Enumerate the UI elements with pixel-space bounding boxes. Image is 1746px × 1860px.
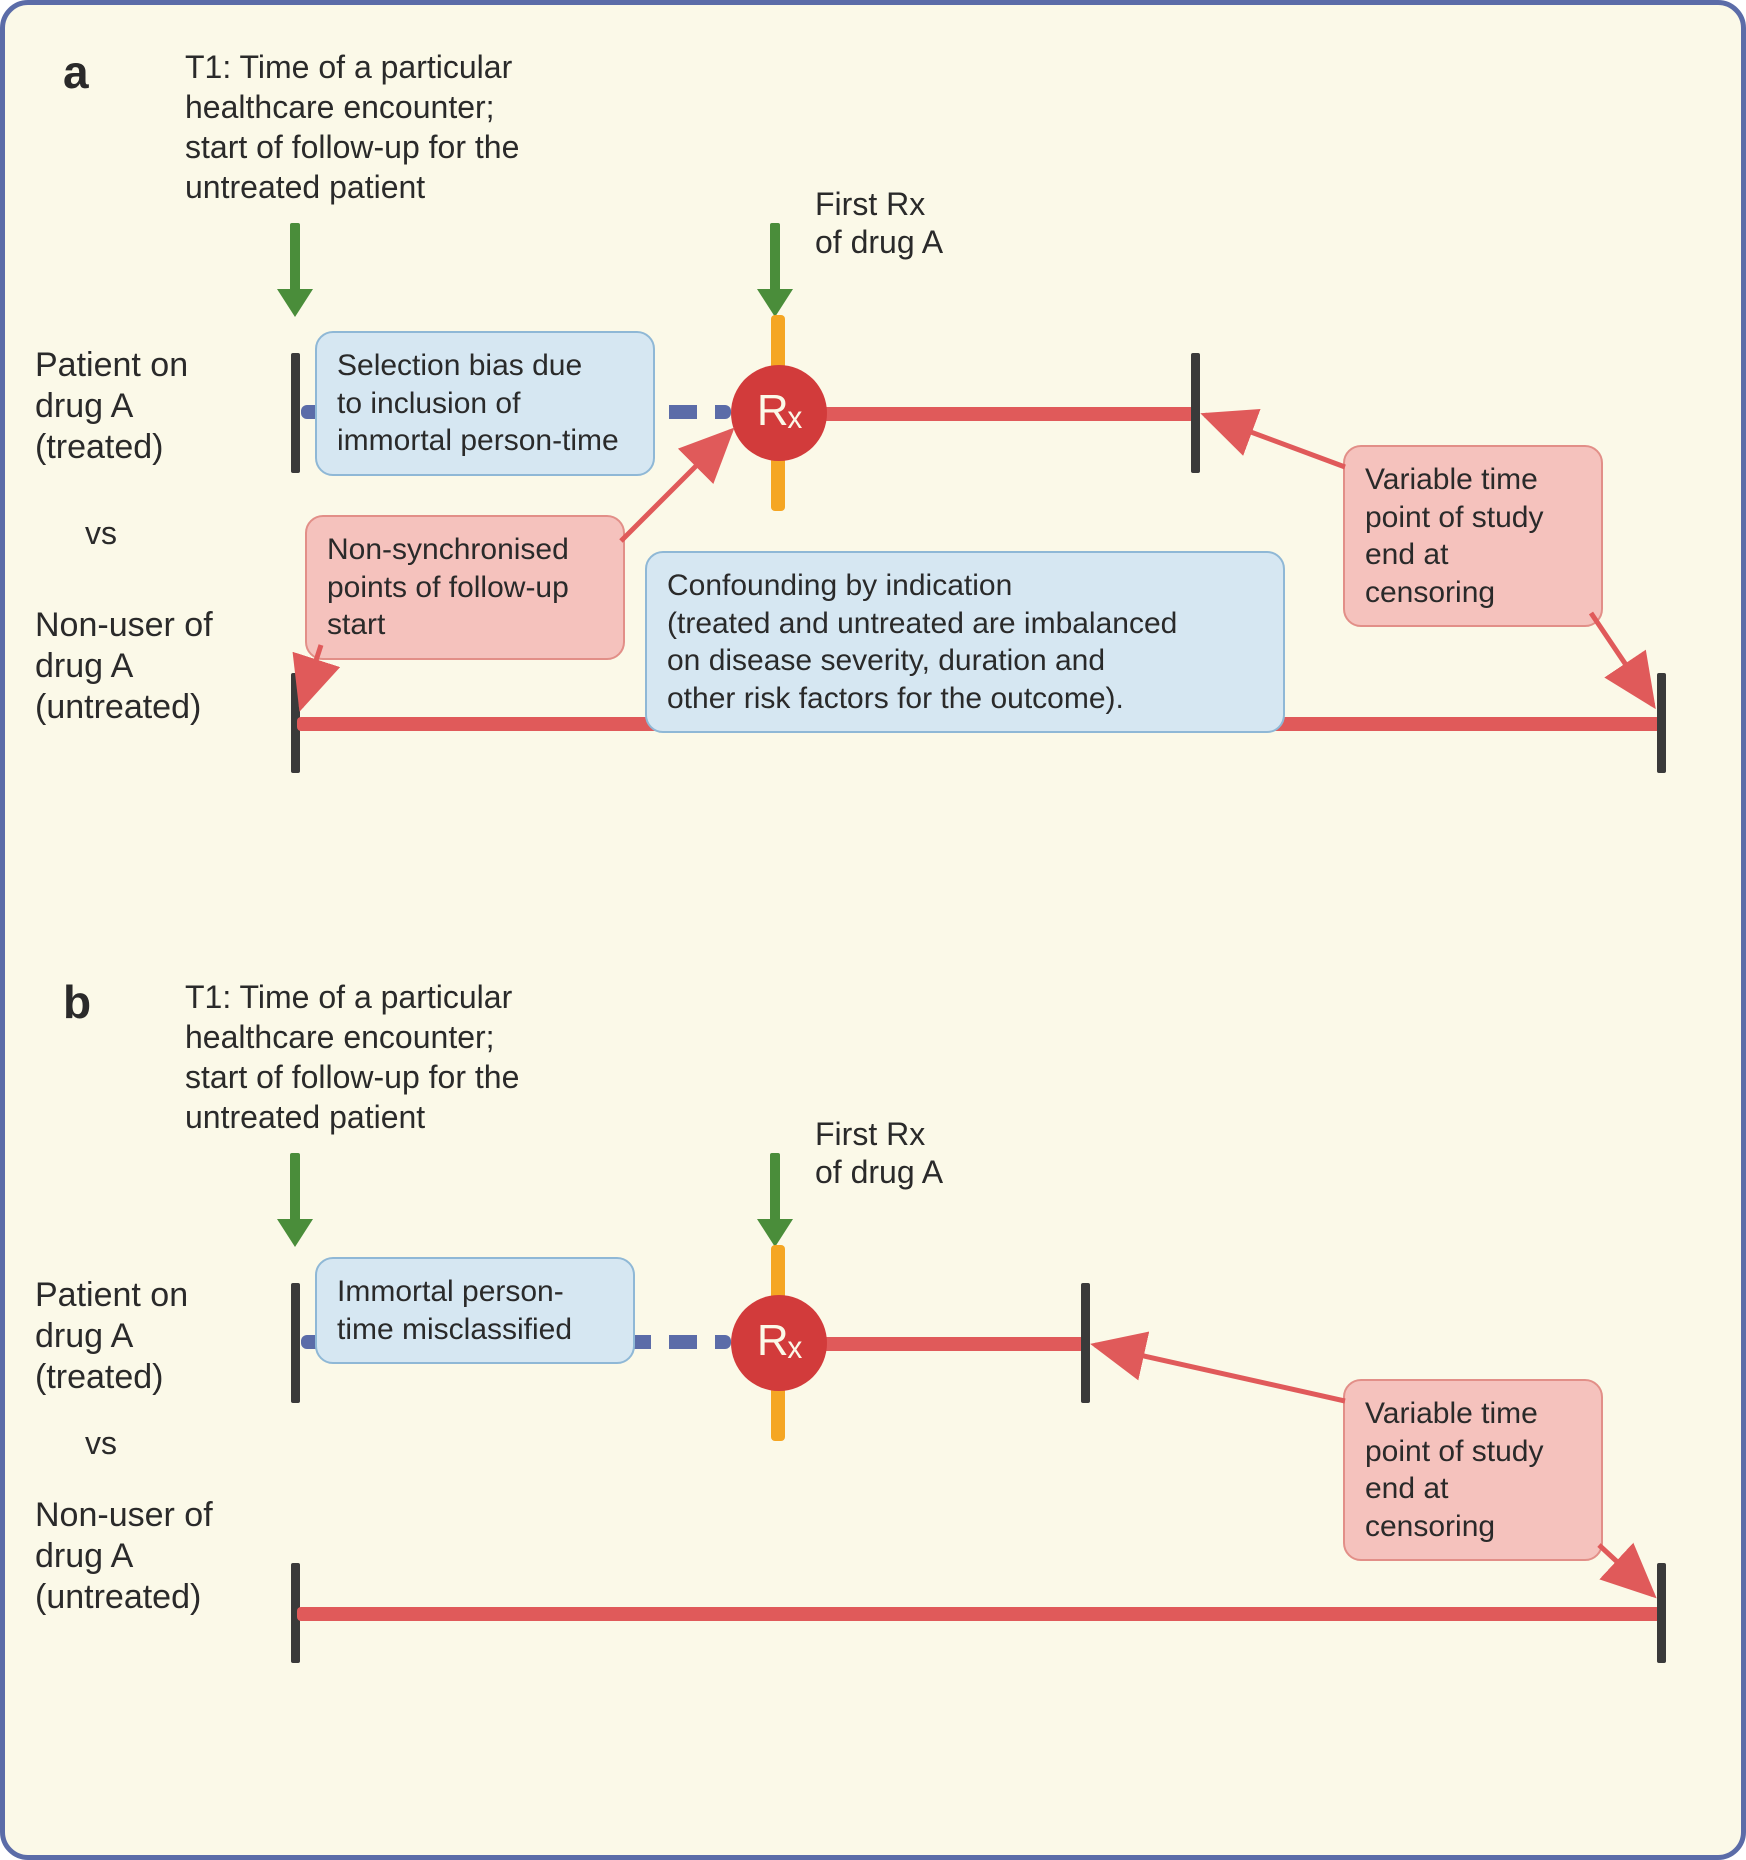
first-rx-label-b: First Rx of drug A <box>815 1115 943 1192</box>
bubble-variable-b: Variable time point of study end at cens… <box>1343 1379 1603 1561</box>
rx-glyph-a: Rₓ <box>757 386 801 436</box>
red-line-treated-b <box>817 1337 1085 1351</box>
t1-description-a: T1: Time of a particular healthcare enco… <box>185 47 625 207</box>
red-line-untreated-b <box>297 1607 1663 1621</box>
tick-end-untreated-a <box>1657 673 1666 773</box>
tick-end-treated-b <box>1081 1283 1090 1403</box>
bubble-nonsync: Non-synchronised points of follow-up sta… <box>305 515 625 660</box>
tick-end-treated-a <box>1191 353 1200 473</box>
panel-letter-a: a <box>63 45 89 99</box>
tick-start-treated-b <box>291 1283 300 1403</box>
tick-start-treated-a <box>291 353 300 473</box>
row-label-untreated-b: Non-user of drug A (untreated) <box>35 1495 213 1617</box>
panel-letter-b: b <box>63 975 91 1029</box>
row-label-treated-b: Patient on drug A (treated) <box>35 1275 188 1397</box>
bubble-selection-bias: Selection bias due to inclusion of immor… <box>315 331 655 476</box>
rx-circle-b: Rₓ <box>731 1295 827 1391</box>
bubble-confounding: Confounding by indication (treated and u… <box>645 551 1285 733</box>
bubble-variable-a: Variable time point of study end at cens… <box>1343 445 1603 627</box>
vs-label-a: vs <box>85 515 117 552</box>
row-label-untreated-a: Non-user of drug A (untreated) <box>35 605 213 727</box>
rx-circle-a: Rₓ <box>731 365 827 461</box>
red-line-treated-a <box>817 407 1195 421</box>
tick-end-untreated-b <box>1657 1563 1666 1663</box>
first-rx-label-a: First Rx of drug A <box>815 185 943 262</box>
t1-description-b: T1: Time of a particular healthcare enco… <box>185 977 625 1137</box>
row-label-treated-a: Patient on drug A (treated) <box>35 345 188 467</box>
figure-frame: a T1: Time of a particular healthcare en… <box>0 0 1746 1860</box>
bubble-immortal-misclassified: Immortal person- time misclassified <box>315 1257 635 1364</box>
vs-label-b: vs <box>85 1425 117 1462</box>
rx-glyph-b: Rₓ <box>757 1316 801 1366</box>
